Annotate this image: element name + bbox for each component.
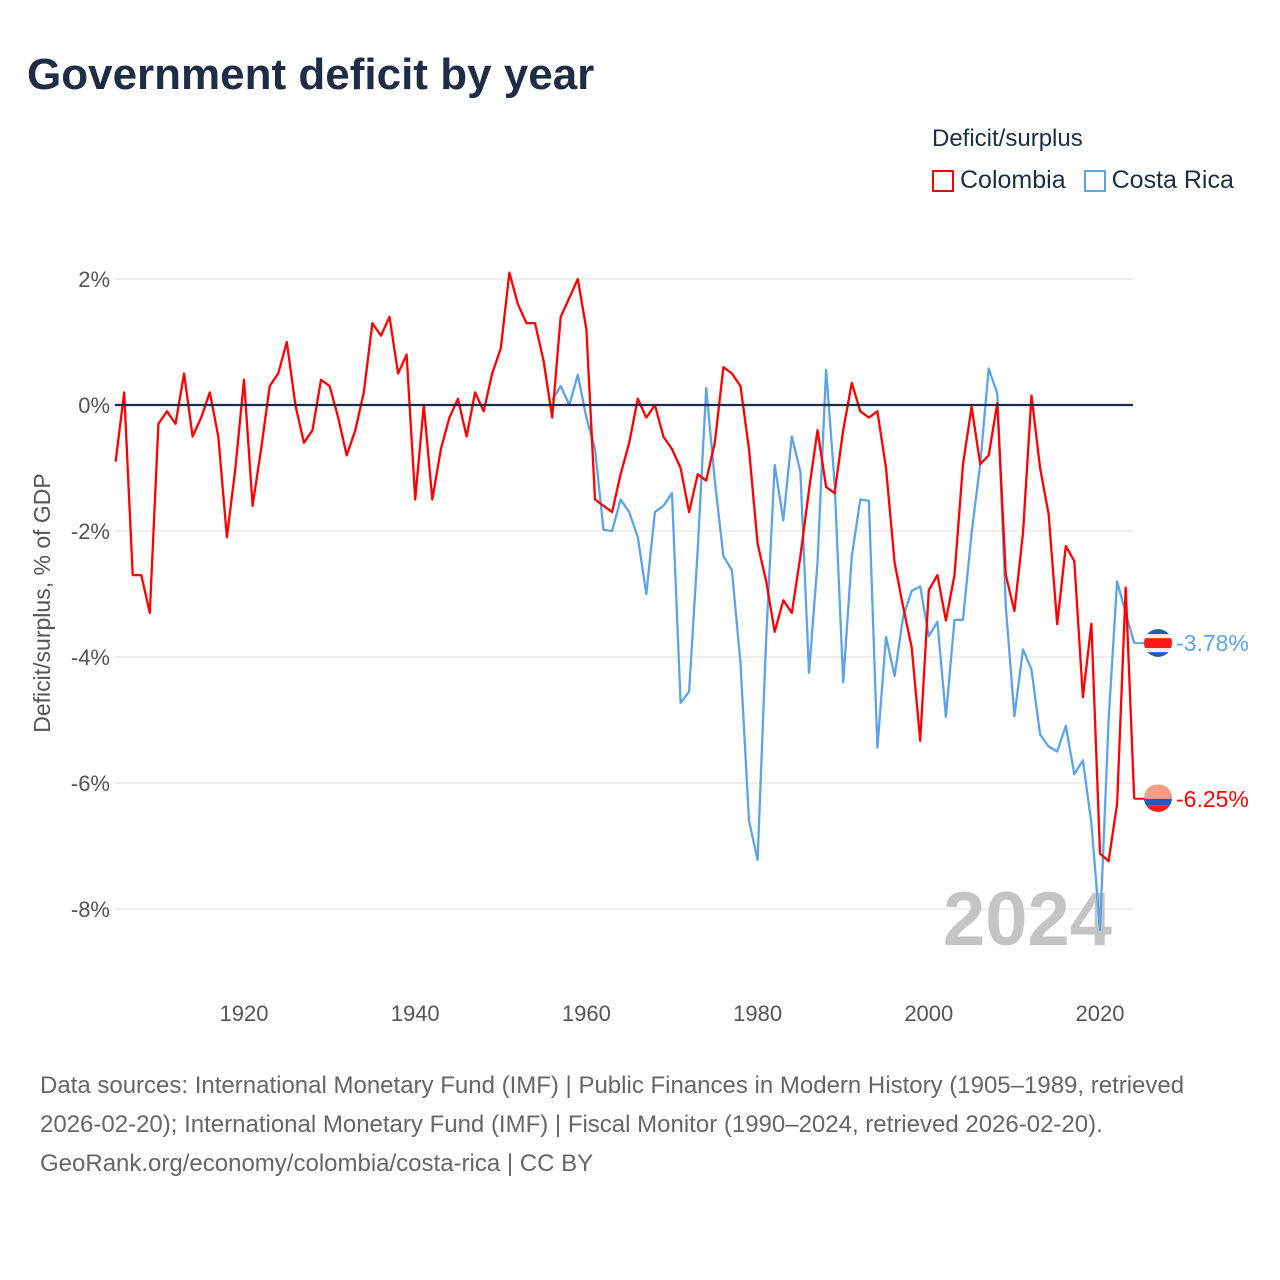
y-axis-label: Deficit/surplus, % of GDP	[29, 473, 55, 732]
footer: Data sources: International Monetary Fun…	[40, 1066, 1240, 1183]
data-sources: Data sources: International Monetary Fun…	[40, 1072, 1185, 1138]
end-value-label: -6.25%	[1176, 786, 1249, 812]
y-tick-label: 2%	[78, 267, 110, 292]
legend-label-costa-rica: Costa Rica	[1111, 166, 1234, 194]
series-line-costa-rica	[551, 367, 1136, 931]
y-tick-label: -6%	[71, 771, 110, 796]
chart-title: Government deficit by year	[27, 50, 595, 99]
y-tick-label: -2%	[71, 519, 110, 544]
legend: Colombia Costa Rica	[932, 166, 1234, 195]
y-tick-label: -4%	[71, 645, 110, 670]
credit-link[interactable]: GeoRank.org/economy/colombia/costa-rica …	[40, 1150, 594, 1177]
end-value-label: -3.78%	[1176, 630, 1249, 656]
x-tick-label: 1940	[391, 1001, 440, 1026]
y-tick-label: -8%	[71, 897, 110, 922]
y-tick-label: 0%	[78, 393, 110, 418]
legend-item-costa-rica[interactable]: Costa Rica	[1083, 166, 1234, 195]
legend-swatch-costa-rica	[1083, 169, 1106, 192]
series-line-colombia	[114, 271, 1136, 863]
costa-rica-flag-icon	[1144, 629, 1172, 657]
legend-item-colombia[interactable]: Colombia	[932, 166, 1066, 195]
legend-swatch-colombia	[932, 169, 954, 192]
legend-label-colombia: Colombia	[960, 166, 1066, 194]
colombia-flag-icon	[1144, 784, 1172, 812]
current-year-watermark: 2024	[943, 877, 1112, 962]
x-tick-label: 1960	[562, 1001, 611, 1026]
x-tick-label: 1980	[733, 1001, 782, 1026]
legend-title: Deficit/surplus	[932, 125, 1083, 152]
x-tick-label: 2000	[904, 1001, 953, 1026]
x-tick-label: 2020	[1076, 1001, 1125, 1026]
x-tick-label: 1920	[220, 1001, 269, 1026]
